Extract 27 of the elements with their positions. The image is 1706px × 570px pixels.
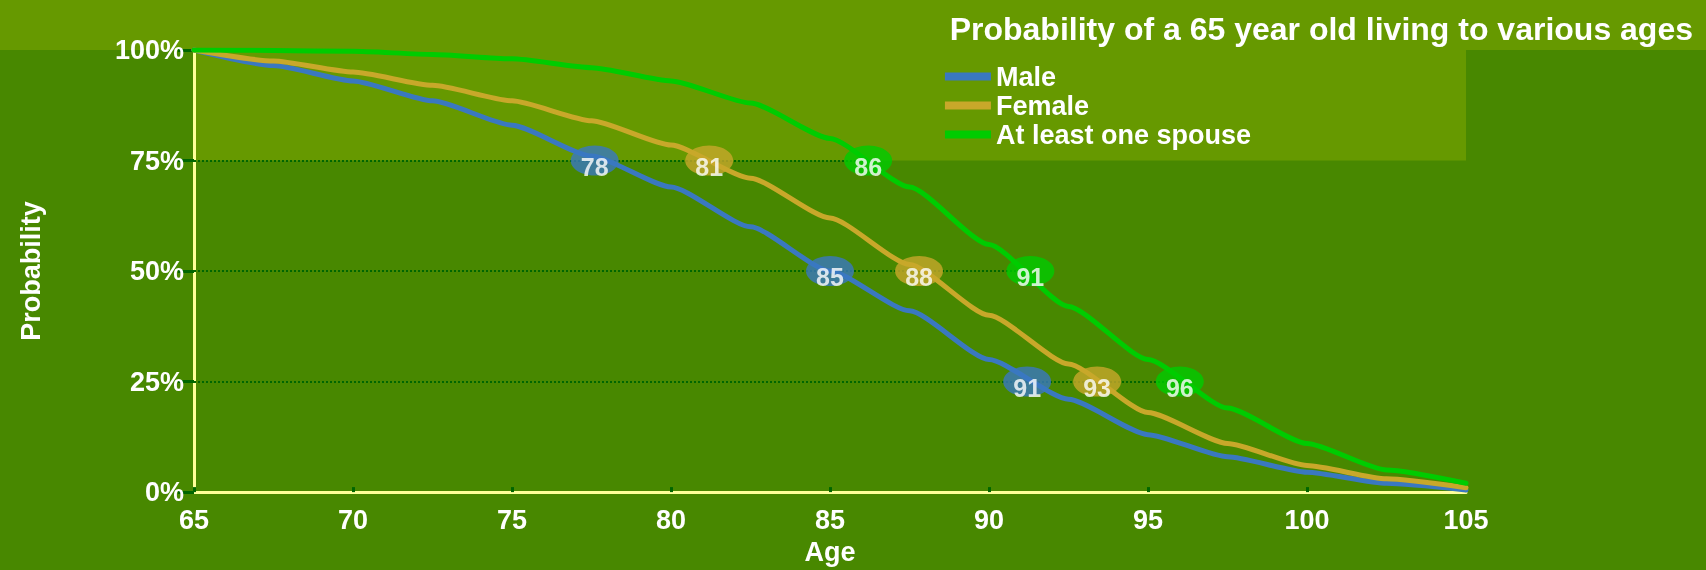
y-tick-label: 25%: [129, 366, 184, 397]
y-tick-label: 75%: [129, 145, 184, 176]
y-axis-title: Probability: [15, 201, 46, 341]
x-tick-label: 95: [1132, 504, 1164, 535]
y-tick-label: 50%: [129, 256, 184, 287]
annotation: 93: [1083, 373, 1112, 402]
legend-label: Female: [995, 90, 1089, 121]
annotation: 91: [1013, 373, 1042, 402]
x-tick-label: 80: [655, 504, 687, 535]
chart-title: Probability of a 65 year old living to various ages: [949, 11, 1693, 47]
x-tick-label: 105: [1443, 504, 1489, 535]
annotation: 88: [905, 263, 934, 292]
annotation: 85: [816, 263, 844, 292]
x-tick-label: 85: [814, 504, 846, 535]
x-tick-label: 70: [337, 504, 369, 535]
annotation: 96: [1165, 373, 1194, 402]
legend-label: Male: [995, 61, 1056, 92]
x-axis-title: Age: [804, 536, 856, 567]
x-tick-label: 75: [496, 504, 528, 535]
x-tick-label: 100: [1284, 504, 1330, 535]
x-tick-label: 90: [973, 504, 1005, 535]
annotation: 91: [1016, 263, 1045, 292]
legend-label: At least one spouse: [995, 119, 1252, 150]
y-tick-label: 100%: [114, 35, 184, 65]
annotation: 81: [695, 152, 724, 181]
annotation: 86: [854, 152, 883, 181]
annotation: 78: [580, 152, 609, 181]
